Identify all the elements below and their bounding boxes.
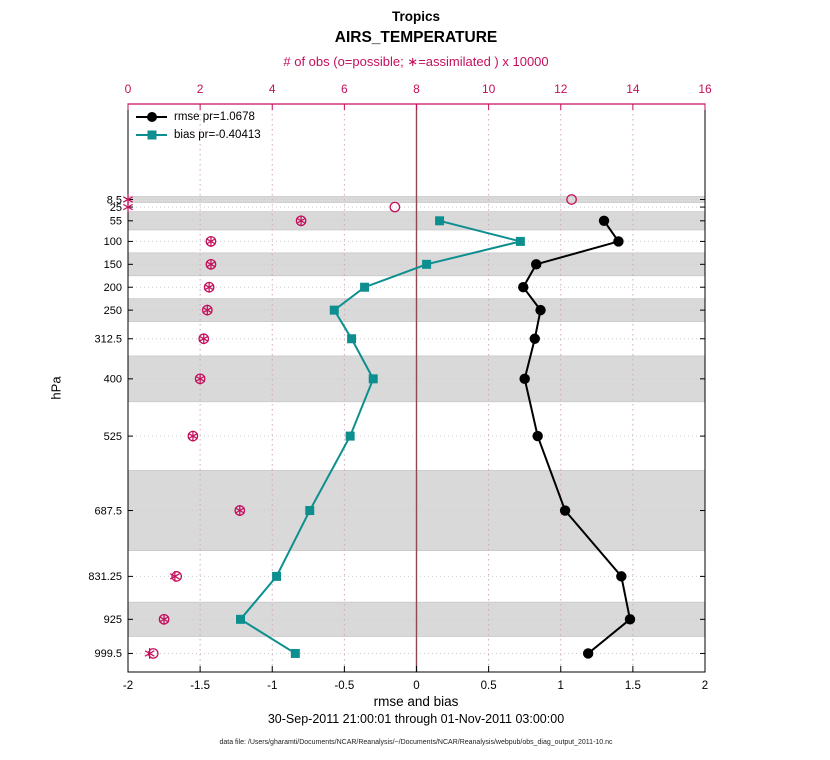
top-tick-label: 12 bbox=[554, 82, 568, 96]
obs-possible-point bbox=[389, 201, 401, 213]
bias-line-sample bbox=[136, 129, 167, 141]
top-tick-label: 8 bbox=[413, 82, 420, 96]
bottom-tick-label: 0 bbox=[413, 680, 419, 692]
bias-point bbox=[360, 282, 370, 292]
datafile-label: data file: /Users/gharamti/Documents/NCA… bbox=[219, 739, 613, 746]
rmse-point bbox=[598, 215, 610, 227]
top-tick-label: 10 bbox=[482, 82, 496, 96]
top-tick-label: 4 bbox=[269, 82, 276, 96]
rmse-series bbox=[518, 215, 636, 659]
left-tick-label: 831.25 bbox=[88, 571, 122, 583]
obs-assimilated-point bbox=[202, 306, 213, 314]
top-tick-label: 14 bbox=[626, 82, 640, 96]
rmse-point bbox=[519, 373, 530, 385]
left-axis-ticks: 8.525 55 100 150 200 250 312.5 400 525 687.5 831.2… bbox=[88, 194, 705, 660]
top-axis-ticks: 0 2 4 6 8 10 12 14 16 bbox=[125, 82, 712, 110]
left-tick-label: 925 bbox=[104, 614, 122, 626]
legend: rmse pr=1.0678 bias pr=-0.40413 bbox=[136, 108, 261, 144]
bottom-tick-label: -0.5 bbox=[334, 680, 354, 692]
y-axis-label: hPa bbox=[48, 376, 64, 400]
obs-assimilated-point bbox=[123, 203, 133, 211]
left-tick-label: 8.5 bbox=[107, 194, 122, 206]
obs-assimilated-point bbox=[195, 375, 206, 383]
bottom-tick-label: 2 bbox=[702, 680, 708, 692]
left-tick-label: 200 bbox=[104, 282, 122, 294]
rmse-point bbox=[532, 430, 543, 442]
rmse-point bbox=[616, 571, 627, 582]
left-tick-label: 312.5 bbox=[94, 334, 122, 346]
rmse-point bbox=[535, 304, 546, 316]
bias-point bbox=[515, 236, 525, 246]
bottom-axis-ticks: -2 -1.5 -1 -0.5 0 0.5 1 1.5 2 bbox=[123, 666, 708, 692]
bias-point bbox=[290, 648, 300, 658]
bottom-tick-label: 0.5 bbox=[481, 680, 497, 692]
bias-point bbox=[347, 334, 357, 344]
bias-line bbox=[239, 219, 521, 655]
rmse-point bbox=[518, 282, 529, 293]
top-tick-label: 2 bbox=[197, 82, 204, 96]
obs-assimilated-point bbox=[296, 217, 307, 225]
obs-assimilated-point bbox=[187, 432, 198, 440]
obs-assimilated-point bbox=[205, 261, 216, 268]
bias-point bbox=[329, 305, 339, 315]
obs-possible-point bbox=[171, 571, 183, 582]
timespan-label: 30-Sep-2011 21:00:01 through 01-Nov-2011… bbox=[267, 712, 565, 726]
rmse-marker-icon bbox=[146, 112, 157, 122]
legend-label-rmse: rmse pr=1.0678 bbox=[174, 111, 255, 123]
left-tick-label: 150 bbox=[104, 259, 122, 271]
top-axis-label: # of obs (o=possible; ∗=assimilated ) x … bbox=[283, 54, 549, 69]
rmse-line-sample bbox=[136, 111, 167, 123]
obs-assimilated-point bbox=[205, 238, 216, 245]
rmse-point bbox=[582, 648, 594, 659]
left-tick-label: 687.5 bbox=[94, 505, 122, 517]
x-axis-label: rmse and bias bbox=[373, 694, 459, 709]
top-tick-label: 16 bbox=[698, 82, 712, 96]
bias-point bbox=[272, 571, 282, 581]
legend-label-bias: bias pr=-0.40413 bbox=[174, 129, 261, 141]
plot-title: Tropics bbox=[391, 9, 441, 24]
bias-point bbox=[422, 259, 432, 269]
bias-point bbox=[368, 374, 378, 384]
bias-series bbox=[236, 216, 525, 658]
left-tick-label: 100 bbox=[104, 236, 122, 248]
bottom-tick-label: 1.5 bbox=[625, 680, 641, 692]
rmse-point bbox=[531, 259, 542, 270]
bottom-tick-label: -1.5 bbox=[190, 680, 210, 692]
top-tick-label: 6 bbox=[341, 82, 348, 96]
left-tick-label: 999.5 bbox=[94, 648, 122, 660]
bias-point bbox=[435, 216, 445, 226]
top-tick-label: 0 bbox=[125, 82, 132, 96]
obs-assimilated-point bbox=[204, 283, 215, 291]
obs-assimilated-point bbox=[123, 196, 133, 203]
plot-subtitle: AIRS_TEMPERATURE bbox=[334, 29, 498, 46]
legend-item-bias: bias pr=-0.40413 bbox=[136, 126, 261, 144]
obs-assimilated-point bbox=[144, 650, 155, 657]
bottom-tick-label: -1 bbox=[267, 680, 277, 692]
bias-point bbox=[305, 506, 315, 516]
rmse-point bbox=[624, 614, 636, 625]
left-tick-label: 55 bbox=[110, 216, 122, 228]
rmse-point bbox=[529, 333, 540, 344]
bias-point bbox=[345, 431, 355, 441]
left-tick-label: 250 bbox=[104, 305, 122, 317]
bottom-tick-label: -2 bbox=[123, 680, 133, 692]
obs-assimilated-point bbox=[234, 507, 245, 514]
rmse-point bbox=[613, 236, 624, 247]
bias-marker-icon bbox=[147, 130, 156, 140]
obs-assimilated-point bbox=[198, 335, 209, 342]
rmse-point bbox=[559, 505, 571, 516]
legend-item-rmse: rmse pr=1.0678 bbox=[136, 108, 261, 126]
left-tick-label: 525 bbox=[104, 431, 122, 443]
obs-assimilated-markers bbox=[123, 194, 307, 659]
left-tick-label: 25 bbox=[110, 202, 122, 214]
left-tick-label: 400 bbox=[104, 374, 122, 386]
bottom-tick-label: 1 bbox=[558, 680, 564, 692]
rmse-line bbox=[522, 220, 632, 655]
bias-point bbox=[236, 614, 246, 624]
obs-possible-point bbox=[566, 194, 577, 205]
obs-assimilated-point bbox=[159, 616, 170, 623]
obs-assimilated-point bbox=[169, 573, 180, 580]
